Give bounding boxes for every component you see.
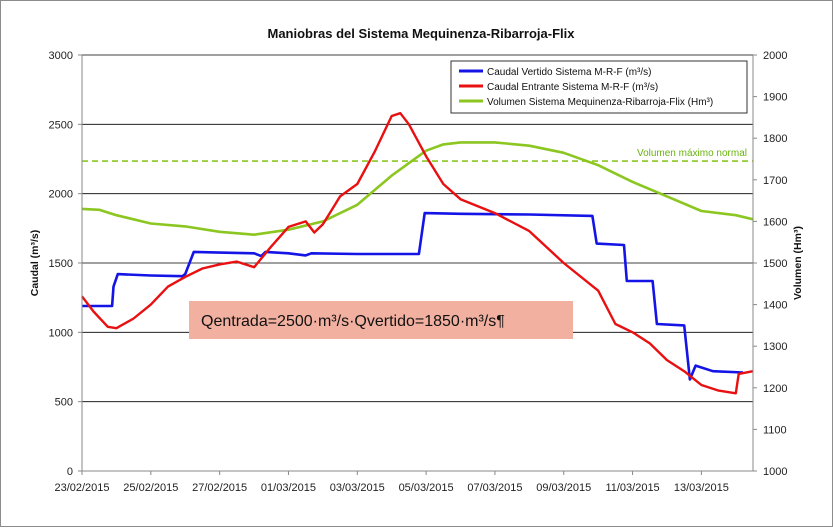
y2-tick-label: 1900 <box>763 92 787 104</box>
x-tick-label: 27/02/2015 <box>192 482 247 494</box>
series-group <box>81 112 754 395</box>
y-tick-label: 2500 <box>49 119 73 131</box>
y2-tick-label: 1700 <box>763 175 787 187</box>
legend-label-volumen: Volumen Sistema Mequinenza-Ribarroja-Fli… <box>487 97 713 108</box>
annotation-background <box>189 301 573 339</box>
series-line-entrante <box>81 112 754 395</box>
y2-tick-label: 1100 <box>763 424 787 436</box>
x-tick-label: 11/03/2015 <box>605 482 659 494</box>
x-tick-label: 03/03/2015 <box>330 482 385 494</box>
y2-tick-label: 1300 <box>763 341 787 353</box>
legend-label-entrante: Caudal Entrante Sistema M-R-F (m³/s) <box>487 82 658 93</box>
y2-tick-label: 2000 <box>763 50 787 62</box>
x-tick-label: 09/03/2015 <box>536 482 591 494</box>
annotation-text: Qentrada=2500·m³/s·Qvertido=1850·m³/s¶ <box>201 313 505 330</box>
y-tick-label: 3000 <box>49 50 73 62</box>
annotation-box: Qentrada=2500·m³/s·Qvertido=1850·m³/s¶ <box>189 301 573 339</box>
series-line-vertido <box>82 211 744 381</box>
y-tick-label: 1000 <box>49 327 73 339</box>
y2-tick-label: 1400 <box>763 300 787 312</box>
y-tick-label: 2000 <box>49 189 73 201</box>
legend-box <box>450 60 748 114</box>
y-tick-label: 500 <box>55 397 73 409</box>
legend-label-vertido: Caudal Vertido Sistema M-R-F (m³/s) <box>487 67 651 78</box>
series-line-volumen <box>81 141 754 236</box>
x-tick-label: 25/02/2015 <box>123 482 178 494</box>
y2-tick-label: 1600 <box>763 216 787 228</box>
x-tick-label: 07/03/2015 <box>467 482 522 494</box>
y2-tick-label: 1200 <box>763 383 787 395</box>
y2-tick-label: 1000 <box>763 466 787 478</box>
y2-tick-label: 1500 <box>763 258 787 270</box>
tick-labels: 0 500 1000 1500 2000 2500 3000 1000 1100 1200 1300… <box>49 50 788 494</box>
y2-tick-label: 1800 <box>763 133 787 145</box>
y-tick-label: 1500 <box>49 258 73 270</box>
reference-line-group: Volumen máximo normal <box>82 148 753 162</box>
y2-axis-title: Volumen (Hm³) <box>792 226 804 300</box>
y-tick-label: 0 <box>67 466 73 478</box>
chart-title: Maniobras del Sistema Mequinenza-Ribarro… <box>267 26 575 41</box>
x-tick-label: 13/03/2015 <box>674 482 729 494</box>
x-tick-label: 05/03/2015 <box>399 482 454 494</box>
x-tick-label: 01/03/2015 <box>261 482 316 494</box>
legend: Caudal Vertido Sistema M-R-F (m³/s) Caud… <box>450 60 748 114</box>
y-axis-title: Caudal (m³/s) <box>29 230 41 297</box>
reference-line-label: Volumen máximo normal <box>637 148 747 159</box>
x-tick-label: 23/02/2015 <box>54 482 109 494</box>
axes <box>78 54 757 475</box>
